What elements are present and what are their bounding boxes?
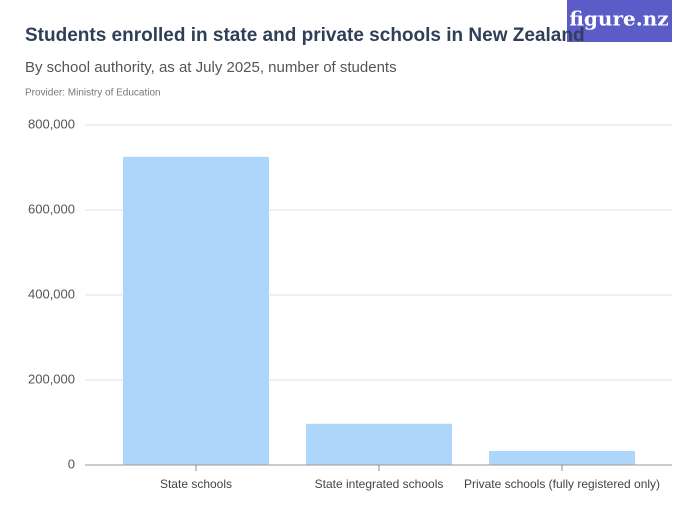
chart-subtitle: By school authority, as at July 2025, nu… <box>25 59 397 76</box>
bar <box>489 450 635 465</box>
y-tick-label: 400,000 <box>28 286 75 301</box>
y-tick-label: 600,000 <box>28 201 75 216</box>
x-tick-label: Private schools (fully registered only) <box>464 477 660 491</box>
y-tick-label: 800,000 <box>28 116 75 131</box>
logo: figure.nz <box>569 7 668 31</box>
bar <box>306 423 452 465</box>
bar <box>123 156 269 465</box>
x-tick-label: State integrated schools <box>315 477 444 491</box>
x-tick-label: State schools <box>160 477 232 491</box>
y-tick-label: 200,000 <box>28 371 75 386</box>
source: Provider: Ministry of Education <box>25 88 161 99</box>
chart-title: Students enrolled in state and private s… <box>25 25 585 46</box>
logo-box <box>567 0 672 42</box>
y-tick-label: 0 <box>68 456 75 471</box>
